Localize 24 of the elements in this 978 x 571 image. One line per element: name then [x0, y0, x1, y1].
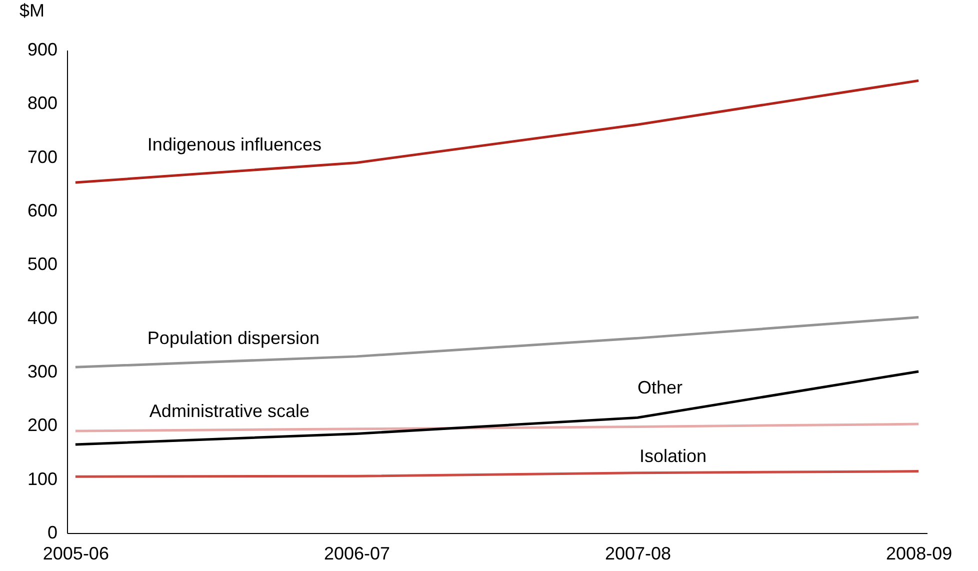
y-tick-label: 500	[27, 254, 58, 274]
y-axis-title: $M	[20, 0, 45, 20]
series-label: Isolation	[640, 446, 707, 466]
y-tick-label: 100	[27, 468, 58, 489]
x-tick-label: 2007-08	[604, 544, 672, 564]
series-label: Indigenous influences	[147, 134, 322, 155]
y-tick-label: 0	[47, 522, 58, 542]
line-series	[74, 422, 920, 432]
y-tick-label: 800	[27, 93, 58, 114]
x-tick-label: 2008-09	[886, 544, 952, 564]
series-label: Other	[638, 378, 683, 398]
line-series	[74, 79, 920, 184]
line-series	[74, 370, 920, 446]
y-tick-label: 400	[27, 308, 58, 328]
y-tick-label: 600	[27, 200, 58, 220]
x-tick-label: 2005-06	[42, 544, 109, 564]
line-series	[74, 316, 920, 368]
x-tick-label: 2006-07	[324, 544, 390, 564]
y-tick-label: 300	[27, 362, 58, 382]
series-label: Administrative scale	[149, 401, 310, 422]
series-label: Population dispersion	[147, 328, 320, 348]
y-tick-label: 900	[27, 40, 58, 60]
y-tick-label: 200	[27, 415, 58, 436]
y-tick-label: 700	[27, 146, 58, 167]
